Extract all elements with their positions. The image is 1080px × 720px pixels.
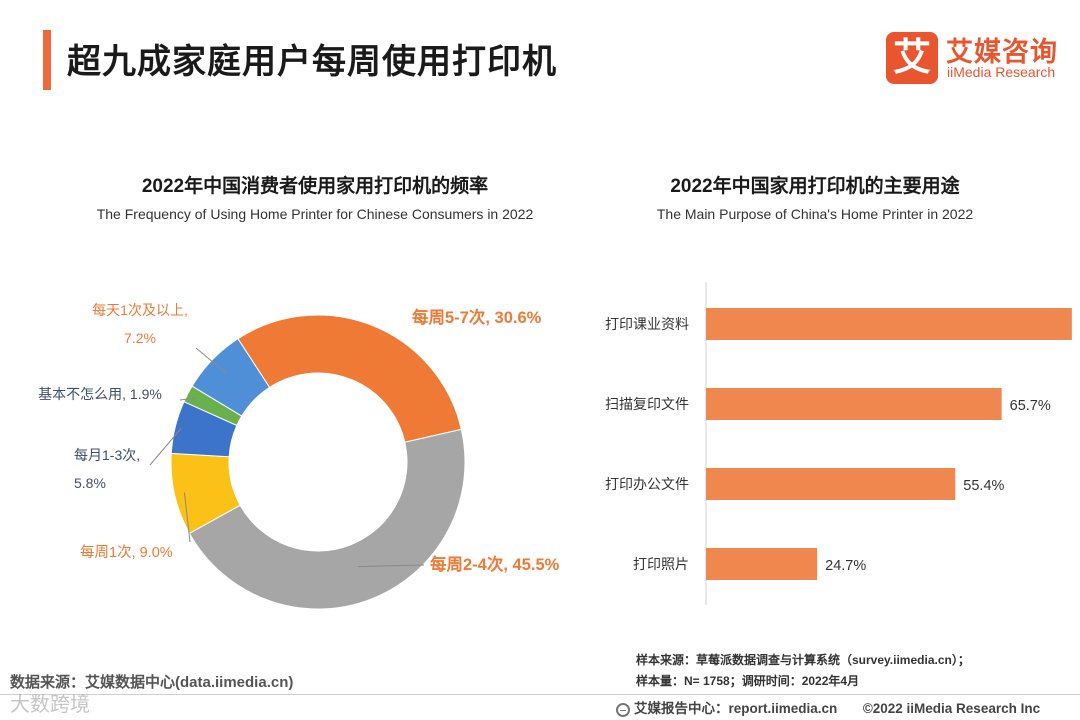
frequency-donut-chart: 每天1次及以上, 7.2% 基本不怎么用, 1.9% 每月1-3次, 5.8% 每周1次,… xyxy=(38,302,560,610)
label-weekly57: 每周5-7次, 30.6% xyxy=(412,307,542,327)
bar-value-label: 55.4% xyxy=(963,478,1004,494)
sample-source-note: 样本来源：草莓派数据调查与计算系统（survey.iimedia.cn）； xyxy=(636,653,970,667)
report-center-link[interactable]: 艾媒报告中心：report.iimedia.cn xyxy=(634,701,838,716)
leader-rarely xyxy=(179,397,196,401)
label-weekly1: 每周1次, 9.0% xyxy=(80,544,173,561)
footer-divider xyxy=(0,694,1080,695)
data-source-footer: 数据来源：艾媒数据中心(data.iimedia.cn) xyxy=(10,674,294,691)
bar-category-label: 打印课业资料 xyxy=(605,316,689,332)
bar-value-label: 24.7% xyxy=(825,558,866,574)
copyright-text: ©2022 iiMedia Research Inc xyxy=(862,701,1041,716)
left-chart-title-en: The Frequency of Using Home Printer for … xyxy=(96,206,534,222)
right-chart-title-cn: 2022年中国家用打印机的主要用途 xyxy=(670,176,960,197)
leader-weekly1 xyxy=(183,492,191,543)
label-daily: 每天1次及以上, 7.2% xyxy=(92,302,188,346)
watermark-text: 大数跨境 xyxy=(10,694,90,716)
label-monthly: 每月1-3次, 5.8% xyxy=(74,447,140,491)
logo-en-text: iiMedia Research xyxy=(947,64,1056,80)
bar-2 xyxy=(706,468,956,500)
brand-logo: 艾 艾媒咨询 iiMedia Research xyxy=(886,30,1058,86)
footer-right: 艾媒报告中心：report.iimedia.cn ©2022 iiMedia R… xyxy=(616,697,1040,717)
logo-mark: 艾 xyxy=(886,32,938,84)
leader-weekly24 xyxy=(358,564,425,568)
bar-category-label: 打印办公文件 xyxy=(605,476,689,492)
donut-slice-0 xyxy=(237,314,462,443)
logo-cn-text: 艾媒咨询 xyxy=(946,37,1058,67)
bar-3 xyxy=(706,548,818,580)
page-title: 超九成家庭用户每周使用打印机 xyxy=(67,43,557,81)
bar-category-label: 打印照片 xyxy=(633,556,689,572)
donut-slice-1 xyxy=(188,428,466,610)
donut-slice-5 xyxy=(191,338,271,417)
sample-size-note: 样本量：N= 1758；调研时间：2022年4月 xyxy=(636,674,860,688)
label-rarely: 基本不怎么用, 1.9% xyxy=(38,386,162,402)
leader-daily xyxy=(195,347,227,374)
bar-category-label: 扫描复印文件 xyxy=(605,396,689,412)
left-chart-title-cn: 2022年中国消费者使用家用打印机的频率 xyxy=(141,176,489,197)
leader-monthly xyxy=(149,428,182,466)
report-center-icon xyxy=(616,703,630,717)
label-weekly24: 每周2-4次, 45.5% xyxy=(430,554,560,574)
bar-1 xyxy=(706,388,1002,420)
title-accent-bar xyxy=(43,30,51,90)
purpose-bar-chart: 打印课业资料81.3%扫描复印文件65.7%打印办公文件55.4%打印照片24.… xyxy=(605,282,1080,605)
bar-0 xyxy=(706,308,1072,340)
bar-value-label: 65.7% xyxy=(1010,398,1051,414)
right-chart-title-en: The Main Purpose of China's Home Printer… xyxy=(656,206,974,222)
